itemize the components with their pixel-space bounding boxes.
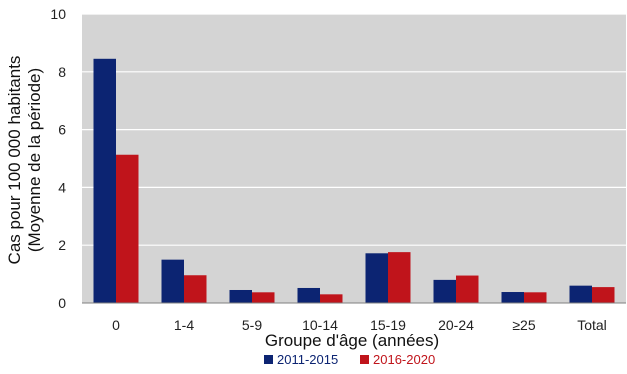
legend-label: 2011-2015 [277,352,338,367]
x-axis-title: Groupe d'âge (années) [265,331,439,350]
y-tick-label: 2 [58,237,66,253]
x-tick-label: ≥25 [512,317,535,333]
y-tick-labels: 0 2 4 6 8 10 [50,6,66,311]
bar-2011-2015-1-4 [161,259,184,303]
x-tick-label: 20-24 [438,317,474,333]
x-tick-label: 10-14 [302,317,338,333]
bar-2011-2015-≥25 [501,292,524,303]
legend-swatch [360,355,369,364]
bar-2016-2020-≥25 [524,292,547,303]
legend: 2011-2015 2016-2020 [264,352,435,367]
x-tick-label: 0 [112,317,120,333]
x-tick-labels: 0 1-4 5-9 10-14 15-19 20-24 ≥25 Total [112,317,607,333]
plot-background [82,14,626,303]
bar-2011-2015-0 [93,58,116,303]
x-tick-label: 15-19 [370,317,406,333]
y-tick-label: 4 [58,179,66,195]
bars [93,58,615,303]
bar-2011-2015-15-19 [365,253,388,303]
y-axis-subtitle: (Moyenne de la période) [25,68,44,252]
bar-2016-2020-15-19 [388,252,411,303]
bar-2016-2020-5-9 [252,292,275,303]
bar-2016-2020-0 [116,154,139,303]
bar-2016-2020-1-4 [184,275,207,303]
bar-2016-2020-Total [592,287,615,303]
y-tick-label: 8 [58,64,66,80]
bar-2011-2015-20-24 [433,279,456,303]
bar-2011-2015-10-14 [297,287,320,303]
y-tick-label: 6 [58,122,66,138]
bar-2016-2020-10-14 [320,294,343,303]
gridlines [82,13,626,246]
bar-2016-2020-20-24 [456,275,479,303]
x-tick-label: Total [577,317,607,333]
y-tick-label: 0 [58,295,66,311]
legend-label: 2016-2020 [373,352,435,367]
x-tick-label: 1-4 [174,317,194,333]
x-tick-label: 5-9 [242,317,262,333]
y-tick-label: 10 [50,6,66,22]
y-axis-title: Cas pour 100 000 habitants [5,56,24,265]
bar-2011-2015-5-9 [229,289,252,303]
legend-swatch [264,355,273,364]
bar-2011-2015-Total [569,285,592,303]
